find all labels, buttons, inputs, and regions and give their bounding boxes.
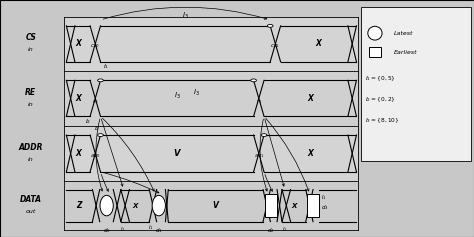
Text: $I_3$: $I_3$ <box>173 91 181 101</box>
Circle shape <box>261 134 267 137</box>
Bar <box>64 126 358 181</box>
Text: $I_1$: $I_1$ <box>321 193 327 202</box>
Text: X: X <box>75 149 81 158</box>
Text: Latest: Latest <box>394 31 413 36</box>
Text: $I_2$: $I_2$ <box>84 117 91 126</box>
Text: $I_1 = \{0, 5\}$: $I_1 = \{0, 5\}$ <box>365 74 396 83</box>
Text: DATA: DATA <box>20 195 42 204</box>
Text: X: X <box>307 94 313 103</box>
Text: out: out <box>26 209 36 214</box>
Bar <box>361 7 471 161</box>
Ellipse shape <box>152 195 165 216</box>
Text: ADDR: ADDR <box>18 143 43 152</box>
Bar <box>64 181 358 230</box>
Text: CS: CS <box>26 33 36 42</box>
Text: $I_2$: $I_2$ <box>94 124 100 133</box>
Text: $I_3$: $I_3$ <box>192 88 200 98</box>
Bar <box>307 194 319 217</box>
Text: $r_0$: $r_0$ <box>92 97 99 105</box>
Text: $r_1$: $r_1$ <box>255 97 262 105</box>
Text: $d_2$: $d_2$ <box>267 226 275 235</box>
Text: $av_1$: $av_1$ <box>254 152 264 160</box>
Text: X: X <box>291 203 297 209</box>
Circle shape <box>267 24 273 27</box>
Text: V: V <box>213 201 219 210</box>
Bar <box>265 194 277 217</box>
Text: $I_3$: $I_3$ <box>182 10 189 21</box>
Circle shape <box>98 79 103 82</box>
Text: Z: Z <box>77 201 82 210</box>
Text: $d_0$: $d_0$ <box>103 226 110 235</box>
Text: V: V <box>174 149 180 158</box>
Text: $I_1$: $I_1$ <box>120 225 126 234</box>
Ellipse shape <box>368 26 382 40</box>
Text: $I_3 = \{8, 10\}$: $I_3 = \{8, 10\}$ <box>365 116 400 125</box>
Text: $I_1$: $I_1$ <box>103 62 109 71</box>
Bar <box>369 47 381 57</box>
Text: in: in <box>28 157 34 162</box>
Text: $d_3$: $d_3$ <box>321 203 329 212</box>
Bar <box>64 71 358 126</box>
Text: X: X <box>307 149 313 158</box>
Text: X: X <box>75 39 81 48</box>
Text: in: in <box>28 102 34 107</box>
Text: X: X <box>316 39 321 48</box>
Circle shape <box>251 79 256 82</box>
Text: RE: RE <box>25 88 36 97</box>
Bar <box>64 17 358 71</box>
Text: Earliest: Earliest <box>394 50 418 55</box>
Text: $I_2 = \{0, 2\}$: $I_2 = \{0, 2\}$ <box>365 95 396 104</box>
Text: $cs_1$: $cs_1$ <box>270 43 281 50</box>
Circle shape <box>98 134 103 137</box>
Text: X: X <box>75 94 81 103</box>
Text: $cs_0$: $cs_0$ <box>90 43 100 50</box>
Text: $I_1$: $I_1$ <box>282 225 287 234</box>
Text: in: in <box>28 47 34 52</box>
Ellipse shape <box>100 195 113 216</box>
Text: $d_1$: $d_1$ <box>155 226 163 235</box>
Text: $av_0$: $av_0$ <box>90 152 100 160</box>
Text: $I_1$: $I_1$ <box>148 223 154 232</box>
Text: X: X <box>132 203 138 209</box>
